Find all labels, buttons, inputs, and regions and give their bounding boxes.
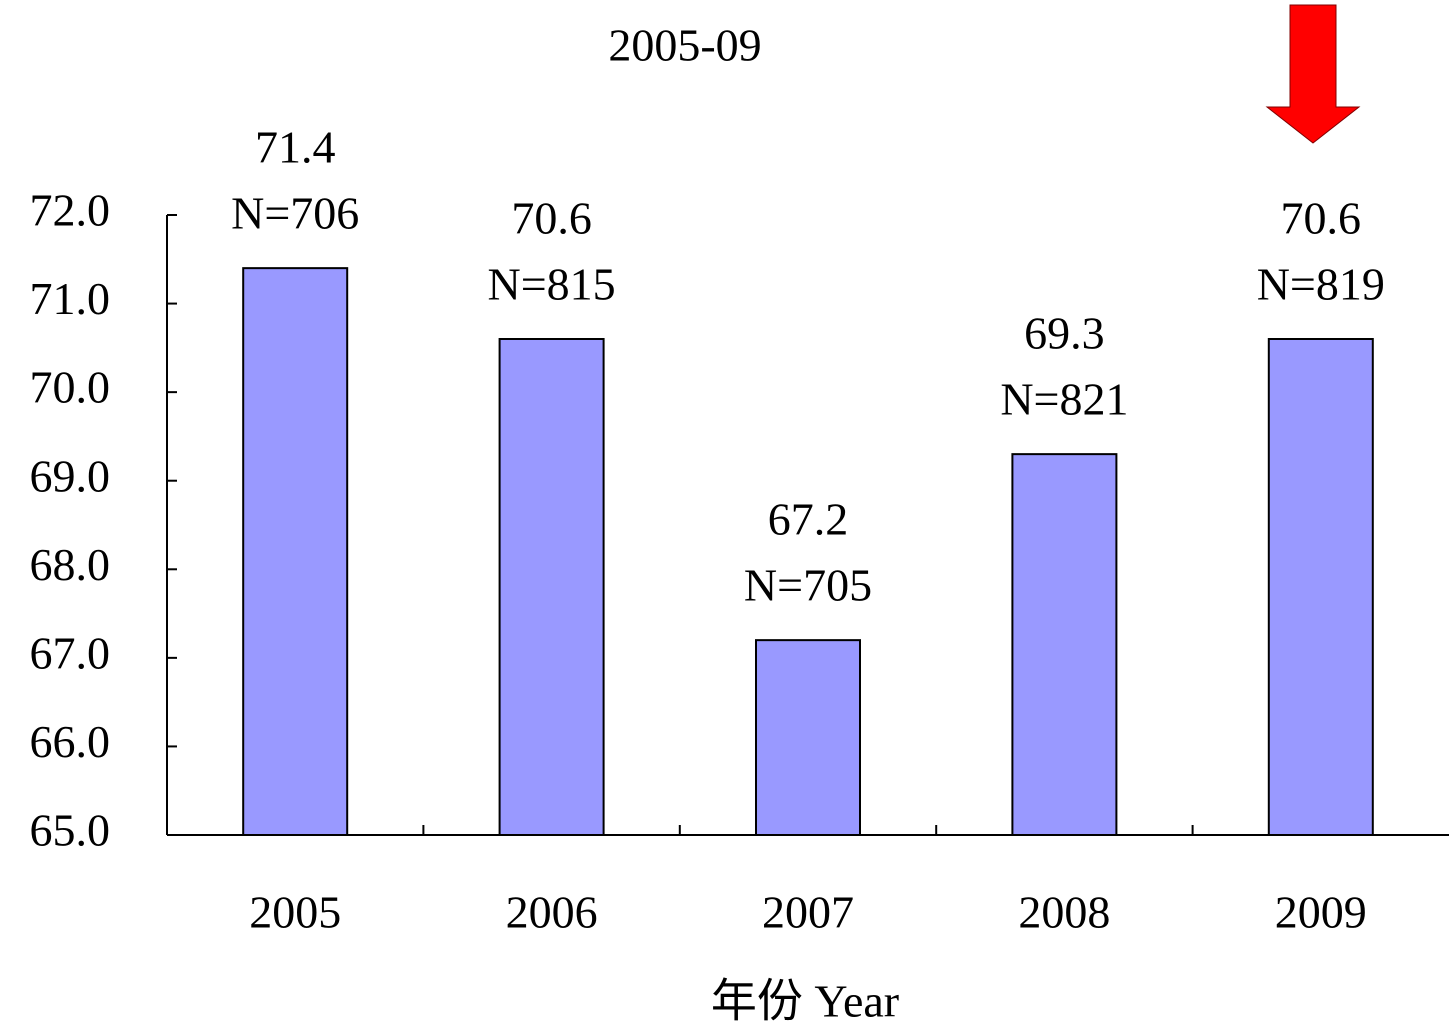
sample-size-label: N=706 (231, 188, 359, 239)
bar (1267, 338, 1374, 836)
bar (498, 338, 605, 836)
bar (242, 267, 349, 836)
x-tick-label: 2005 (249, 887, 341, 938)
bar (1011, 453, 1118, 836)
y-tick-label: 68.0 (30, 539, 111, 590)
value-label: 67.2 (768, 494, 849, 545)
x-tick-label: 2009 (1275, 887, 1367, 938)
value-label: 69.3 (1024, 308, 1105, 359)
sample-size-label: N=821 (1000, 374, 1128, 425)
value-label: 70.6 (1281, 193, 1362, 244)
y-tick-label: 72.0 (30, 185, 111, 236)
y-tick-label: 70.0 (30, 362, 111, 413)
arrow (1265, 4, 1361, 144)
y-tick-label: 67.0 (30, 627, 111, 678)
x-tick-label: 2008 (1018, 887, 1110, 938)
value-label: 70.6 (511, 193, 592, 244)
value-label: 71.4 (255, 122, 336, 173)
x-tick-label: 2007 (762, 887, 854, 938)
y-tick-label: 66.0 (30, 716, 111, 767)
sample-size-label: N=705 (744, 560, 872, 611)
sample-size-label: N=815 (488, 259, 616, 310)
y-tick-label: 65.0 (30, 805, 111, 856)
y-tick-label: 71.0 (30, 273, 111, 324)
x-axis-label: 年份 Year (711, 976, 899, 1027)
sample-size-label: N=819 (1257, 259, 1385, 310)
chart-subtitle: 2005-09 (608, 20, 761, 71)
bar (755, 639, 861, 837)
x-tick-label: 2006 (506, 887, 598, 938)
y-tick-label: 69.0 (30, 450, 111, 501)
